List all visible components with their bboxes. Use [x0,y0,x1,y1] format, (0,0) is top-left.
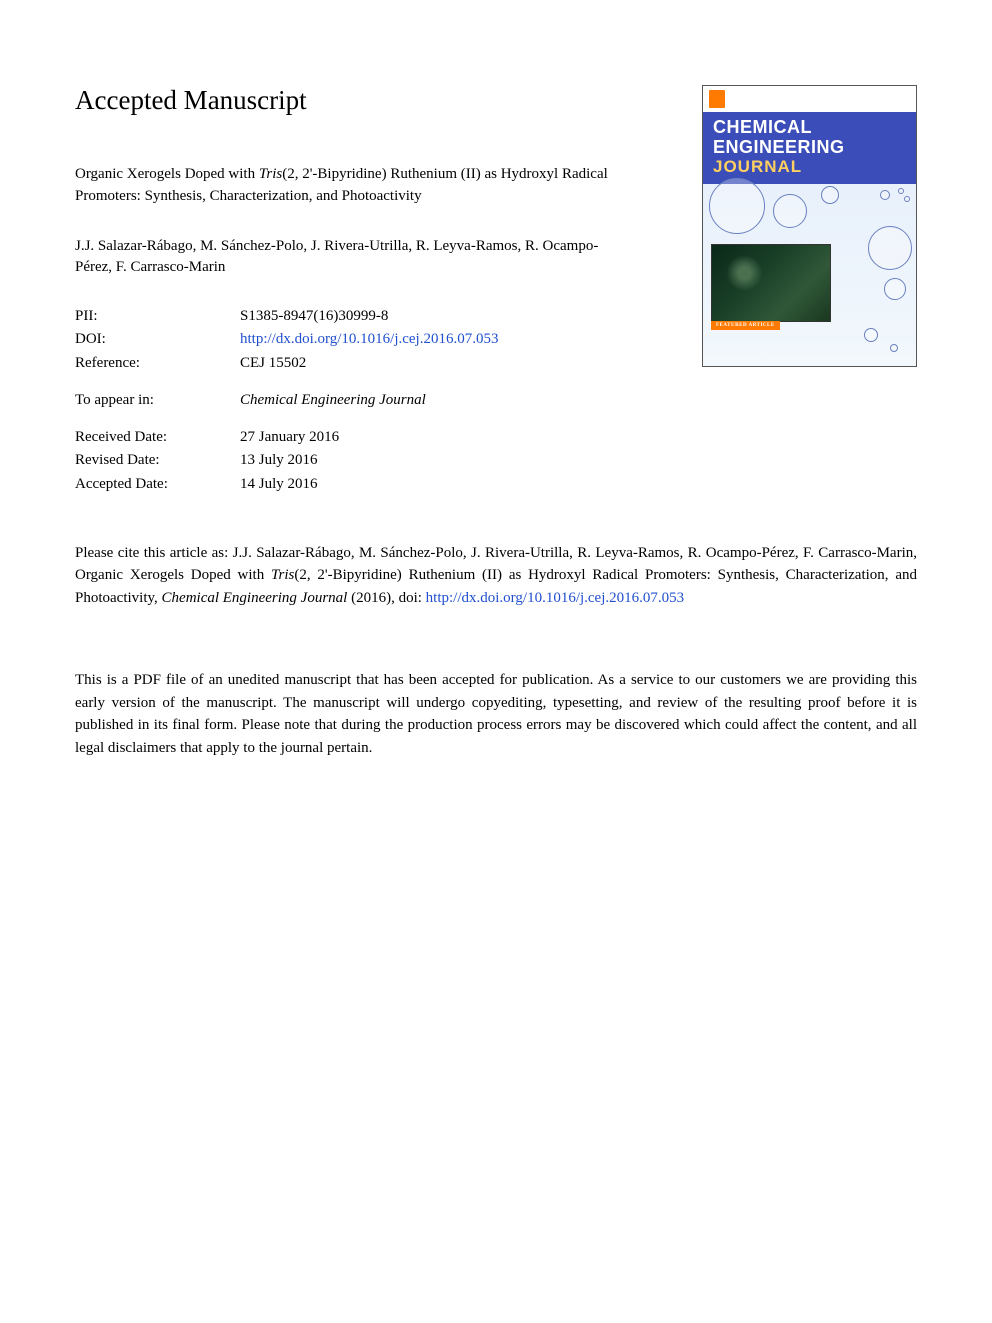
cite-text: (2016), doi: [347,590,425,606]
cover-art: FEATURED ARTICLE [703,184,916,366]
meta-label: Revised Date: [75,449,240,472]
cover-line: ENGINEERING [713,138,906,158]
citation-block: Please cite this article as: J.J. Salaza… [75,542,917,610]
cite-italic: Chemical Engineering Journal [162,590,348,606]
meta-row-pii: PII: S1385-8947(16)30999-8 [75,305,635,328]
meta-value: S1385-8947(16)30999-8 [240,305,635,328]
bubble-icon [880,190,890,200]
meta-row-appear: To appear in: Chemical Engineering Journ… [75,389,635,412]
doi-link[interactable]: http://dx.doi.org/10.1016/j.cej.2016.07.… [240,328,635,351]
meta-row-accepted: Accepted Date: 14 July 2016 [75,473,635,496]
cover-line: JOURNAL [713,158,906,177]
meta-row-reference: Reference: CEJ 15502 [75,352,635,375]
meta-value: 27 January 2016 [240,426,635,449]
disclaimer-text: This is a PDF file of an unedited manusc… [75,669,917,759]
meta-value: 14 July 2016 [240,473,635,496]
header-region: Accepted Manuscript Organic Xerogels Dop… [75,85,917,496]
meta-label: PII: [75,305,240,328]
cover-featured-image [711,244,831,322]
title-part: Organic Xerogels Doped with [75,166,259,182]
cover-caption [711,340,908,358]
meta-label: Accepted Date: [75,473,240,496]
cover-topbar [703,86,916,112]
title-italic: Tris [259,166,282,182]
metadata-table: PII: S1385-8947(16)30999-8 DOI: http://d… [75,305,635,496]
cover-line: CHEMICAL [713,118,906,138]
bubble-icon [898,188,904,194]
meta-label: Received Date: [75,426,240,449]
meta-label: DOI: [75,328,240,351]
featured-badge: FEATURED ARTICLE [711,321,780,330]
cite-italic: Tris [271,567,294,583]
meta-row-doi: DOI: http://dx.doi.org/10.1016/j.cej.201… [75,328,635,351]
bubble-icon [884,278,906,300]
authors: J.J. Salazar-Rábago, M. Sánchez-Polo, J.… [75,236,635,280]
meta-label: Reference: [75,352,240,375]
bubble-icon [773,194,807,228]
bubble-icon [904,196,910,202]
elsevier-logo-icon [709,90,725,108]
bubble-icon [709,178,765,234]
meta-value: 13 July 2016 [240,449,635,472]
article-title: Organic Xerogels Doped with Tris(2, 2'-B… [75,164,635,208]
bubble-icon [821,186,839,204]
bubble-icon [868,226,912,270]
meta-value: CEJ 15502 [240,352,635,375]
left-column: Accepted Manuscript Organic Xerogels Dop… [75,85,635,496]
meta-row-received: Received Date: 27 January 2016 [75,426,635,449]
meta-value: Chemical Engineering Journal [240,389,635,412]
cite-doi-link[interactable]: http://dx.doi.org/10.1016/j.cej.2016.07.… [426,590,684,606]
journal-cover-thumbnail: CHEMICAL ENGINEERING JOURNAL FEATURED AR… [702,85,917,367]
page-title: Accepted Manuscript [75,85,635,116]
meta-label: To appear in: [75,389,240,412]
meta-row-revised: Revised Date: 13 July 2016 [75,449,635,472]
